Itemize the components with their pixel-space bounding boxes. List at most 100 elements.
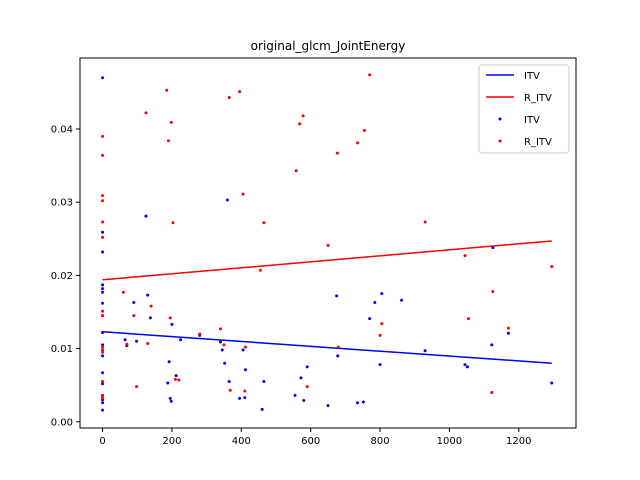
legend-marker-itv [498,117,502,121]
data-point-r-itv [301,114,305,118]
data-point-itv [355,401,359,405]
legend: ITV R_ITV ITV R_ITV [478,64,570,154]
data-point-itv [373,300,377,304]
data-point-itv [135,339,139,343]
data-point-itv [490,343,494,347]
x-tick-label: 1200 [506,436,531,447]
legend-label-itv: ITV [524,71,540,82]
data-point-r-itv [198,332,202,336]
data-point-r-itv [144,111,148,115]
data-point-itv [299,376,303,380]
data-point-r-itv [490,391,494,395]
data-point-itv [465,365,469,369]
data-point-r-itv [227,96,231,100]
data-point-itv [243,368,247,372]
data-point-r-itv [463,254,467,258]
data-point-itv [491,246,495,250]
data-point-itv [101,76,105,80]
data-point-itv [243,396,247,400]
data-point-itv [101,283,105,287]
data-point-r-itv [173,377,177,381]
data-point-r-itv [380,322,384,326]
data-point-itv [423,349,427,353]
data-point-r-itv [218,327,222,331]
x-tick-label: 0 [99,436,105,447]
x-tick-label: 1000 [437,436,462,447]
y-axis: 0.00 0.01 0.02 0.03 0.04 [51,124,80,428]
data-point-itv [148,316,152,320]
data-point-r-itv [101,350,105,354]
data-point-r-itv [177,378,181,382]
data-point-r-itv [101,348,105,352]
chart-title: original_glcm_JointEnergy [251,39,406,53]
data-point-itv [218,340,222,344]
data-point-r-itv [101,220,105,224]
x-tick-label: 800 [370,436,389,447]
plot-frame [79,57,577,429]
y-tick-label: 0.02 [51,271,73,282]
data-point-r-itv [423,220,427,224]
data-point-r-itv [166,139,170,143]
data-point-r-itv [262,221,266,225]
data-point-r-itv [135,385,139,389]
data-point-itv [174,374,178,378]
data-point-itv [146,293,150,297]
data-point-r-itv [355,141,359,145]
data-point-r-itv [294,169,298,173]
data-point-itv [223,361,227,365]
data-point-r-itv [506,326,510,330]
data-point-itv [179,338,183,342]
data-point-r-itv [165,88,169,92]
data-point-r-itv [243,345,247,349]
y-tick-label: 0.03 [51,198,73,209]
data-point-itv [238,396,242,400]
data-point-r-itv [101,134,105,138]
data-point-r-itv [168,316,172,320]
data-point-r-itv [491,289,495,293]
data-point-r-itv [305,385,309,389]
data-point-itv [293,393,297,397]
data-point-r-itv [241,192,245,196]
data-point-r-itv [149,304,153,308]
data-point-itv [101,354,105,358]
data-point-itv [132,300,136,304]
data-point-itv [463,363,467,367]
data-point-r-itv [378,333,382,337]
data-point-itv [336,354,340,358]
data-point-r-itv [336,345,340,349]
data-point-r-itv [326,243,330,247]
data-point-itv [123,338,127,342]
data-point-r-itv [258,268,262,272]
data-point-itv [101,382,105,386]
data-point-itv [101,301,105,305]
data-point-itv [378,363,382,367]
data-point-itv [262,380,266,384]
scatter-points [101,73,554,412]
data-point-itv [101,250,105,254]
data-point-itv [101,401,105,405]
legend-marker-r-itv [498,139,502,143]
data-point-itv [550,381,554,385]
data-point-r-itv [125,342,129,346]
data-point-itv [144,214,148,218]
data-point-itv [260,407,264,411]
data-point-r-itv [169,120,173,124]
data-point-r-itv [132,314,136,318]
y-tick-label: 0.00 [51,417,73,428]
data-point-r-itv [101,309,105,313]
data-point-r-itv [171,221,175,225]
data-point-r-itv [228,388,232,392]
data-point-r-itv [101,194,105,198]
x-tick-label: 400 [232,436,251,447]
trend-lines [102,240,552,364]
data-point-r-itv [121,290,125,294]
data-point-itv [167,360,171,364]
trend-line-r-itv [102,240,552,281]
data-point-itv [302,399,306,403]
data-point-itv [400,298,404,302]
data-point-r-itv [101,235,105,239]
data-point-r-itv [101,394,105,398]
data-point-r-itv [101,153,105,157]
data-point-r-itv [368,73,372,77]
